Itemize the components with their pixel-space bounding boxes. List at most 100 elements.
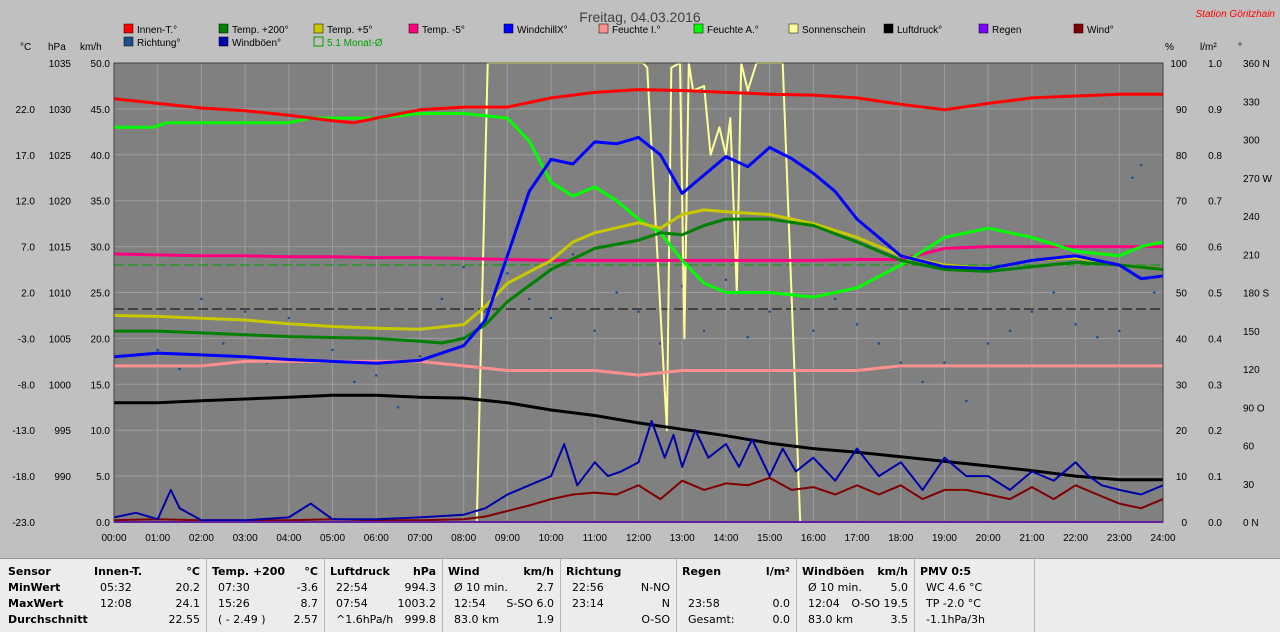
plot-border (113, 62, 1164, 523)
tick-label-rain: 1.0 (1208, 59, 1222, 70)
summary-column-unit: °C (186, 565, 200, 578)
summary-column-header: Wind (448, 565, 480, 578)
direction-point (986, 342, 990, 345)
summary-cell-time: 12:54 (454, 597, 486, 610)
legend-swatch (598, 23, 609, 34)
summary-row-label: MinWert (8, 581, 61, 594)
direction-point (396, 405, 400, 409)
tick-label-hpa: 1010 (49, 289, 72, 300)
legend-swatch (408, 23, 419, 34)
summary-cell-value: 3.5 (890, 613, 909, 626)
direction-point (1030, 310, 1034, 313)
summary-cell-time: 12:08 (100, 597, 132, 610)
tick-label-time: 01:00 (145, 533, 170, 544)
tick-label-time: 13:00 (670, 533, 695, 544)
legend-swatch (693, 23, 704, 34)
direction-point (178, 367, 181, 371)
tick-label-celsius: -13.0 (12, 426, 35, 437)
summary-column-unit: °C (304, 565, 318, 578)
summary-cell-time: 22:56 (572, 581, 604, 594)
legend-swatch (1073, 23, 1084, 34)
direction-point (1008, 329, 1012, 333)
axis-unit-kmh: km/h (80, 42, 102, 53)
legend-swatch (218, 36, 229, 47)
chart-title: Freitag, 04.03.2016 (579, 9, 701, 25)
series-line-temp-200- (114, 217, 1164, 345)
tick-label-direction: 150 (1243, 327, 1260, 338)
summary-cell-time: 07:30 (218, 581, 250, 594)
tick-label-percent: 30 (1176, 380, 1188, 391)
tick-label-time: 14:00 (713, 533, 738, 544)
series-line-windb-en- (113, 420, 1164, 522)
summary-cell-time: -1.1hPa/3h (926, 613, 985, 626)
axis-unit-percent: % (1165, 42, 1174, 53)
summary-cell-time: Ø 10 min. (454, 581, 508, 594)
summary-cell-time: WC 4.6 °C (926, 581, 983, 594)
direction-point (768, 310, 771, 313)
summary-cell-value: 0.0 (772, 613, 791, 626)
summary-cell-time: TP -2.0 °C (926, 597, 981, 610)
summary-column-header: Richtung (566, 565, 622, 578)
direction-point (943, 361, 946, 364)
direction-point (855, 323, 859, 326)
summary-cell-time: Gesamt: (688, 613, 735, 626)
tick-label-time: 18:00 (888, 533, 913, 544)
summary-column-unit: km/h (877, 565, 908, 578)
tick-label-hpa: 1000 (49, 380, 72, 391)
direction-point (1096, 335, 1099, 339)
tick-label-kmh: 15.0 (91, 380, 111, 391)
direction-point (156, 348, 160, 352)
summary-cell-value: O-SO 19.5 (851, 597, 908, 610)
tick-label-time: 16:00 (801, 533, 826, 544)
legend-label: Feuchte A.° (707, 25, 759, 36)
legend-label: Windböen° (232, 38, 281, 49)
tick-label-direction: 210 (1243, 250, 1260, 261)
tick-label-percent: 10 (1176, 472, 1188, 483)
tick-label-percent: 100 (1170, 59, 1187, 70)
direction-point (965, 399, 968, 403)
tick-label-kmh: 5.0 (96, 472, 110, 483)
tick-label-kmh: 20.0 (91, 334, 111, 345)
direction-point (1074, 323, 1077, 326)
direction-point (484, 310, 487, 313)
tick-label-kmh: 10.0 (91, 426, 111, 437)
summary-cell-time: 05:32 (100, 581, 132, 594)
tick-label-celsius: 12.0 (16, 197, 36, 208)
tick-label-percent: 0 (1181, 518, 1187, 529)
summary-row-label: Sensor (8, 565, 51, 578)
direction-point (877, 342, 881, 345)
legend-label: Feuchte I.° (612, 25, 660, 36)
tick-label-hpa: 1020 (49, 197, 72, 208)
summary-column: Temp. +200 °C 07:30 -3.6 15:26 8.7 ( - 2.49 ) 2… (206, 559, 325, 632)
tick-label-kmh: 0.0 (96, 518, 110, 529)
summary-column: Wind km/h Ø 10 min. 2.7 12:54 S-SO 6.0 83.0 km… (442, 559, 561, 632)
summary-column: PMV 0:5 WC 4.6 °C TP -2.0 °C -1.1hPa/3h (914, 559, 1035, 632)
summary-column-header: Temp. +200 (212, 565, 286, 578)
summary-column-header: Regen (682, 565, 722, 578)
tick-label-kmh: 45.0 (91, 105, 111, 116)
tick-label-kmh: 30.0 (91, 243, 111, 254)
summary-cell-value: 2.7 (536, 581, 555, 594)
tick-label-kmh: 25.0 (91, 289, 111, 300)
summary-cell-time: Ø 10 min. (808, 581, 862, 594)
summary-cell-time: ( - 2.49 ) (218, 613, 266, 626)
tick-label-celsius: -23.0 (12, 518, 35, 529)
tick-label-time: 20:00 (976, 533, 1001, 544)
summary-cell-time: 83.0 km (808, 613, 854, 626)
direction-point (659, 342, 662, 345)
direction-point (899, 361, 903, 364)
summary-cell-time: ^1.6hPa/h (336, 613, 394, 626)
tick-label-rain: 0.5 (1208, 289, 1222, 300)
summary-cell-value: 22.55 (168, 613, 201, 626)
summary-cell-value: 2.57 (293, 613, 319, 626)
summary-column-header: Luftdruck (330, 565, 390, 578)
tick-label-celsius: 2.0 (21, 289, 35, 300)
tick-label-direction: 240 (1243, 212, 1260, 223)
tick-label-direction: 120 (1243, 365, 1260, 376)
direction-point (921, 380, 924, 384)
tick-label-time: 19:00 (932, 533, 957, 544)
summary-cell-time: 15:26 (218, 597, 250, 610)
summary-cell-value: N-NO (640, 581, 670, 594)
legend-label: Temp. +5° (327, 25, 372, 36)
direction-point (615, 291, 618, 294)
